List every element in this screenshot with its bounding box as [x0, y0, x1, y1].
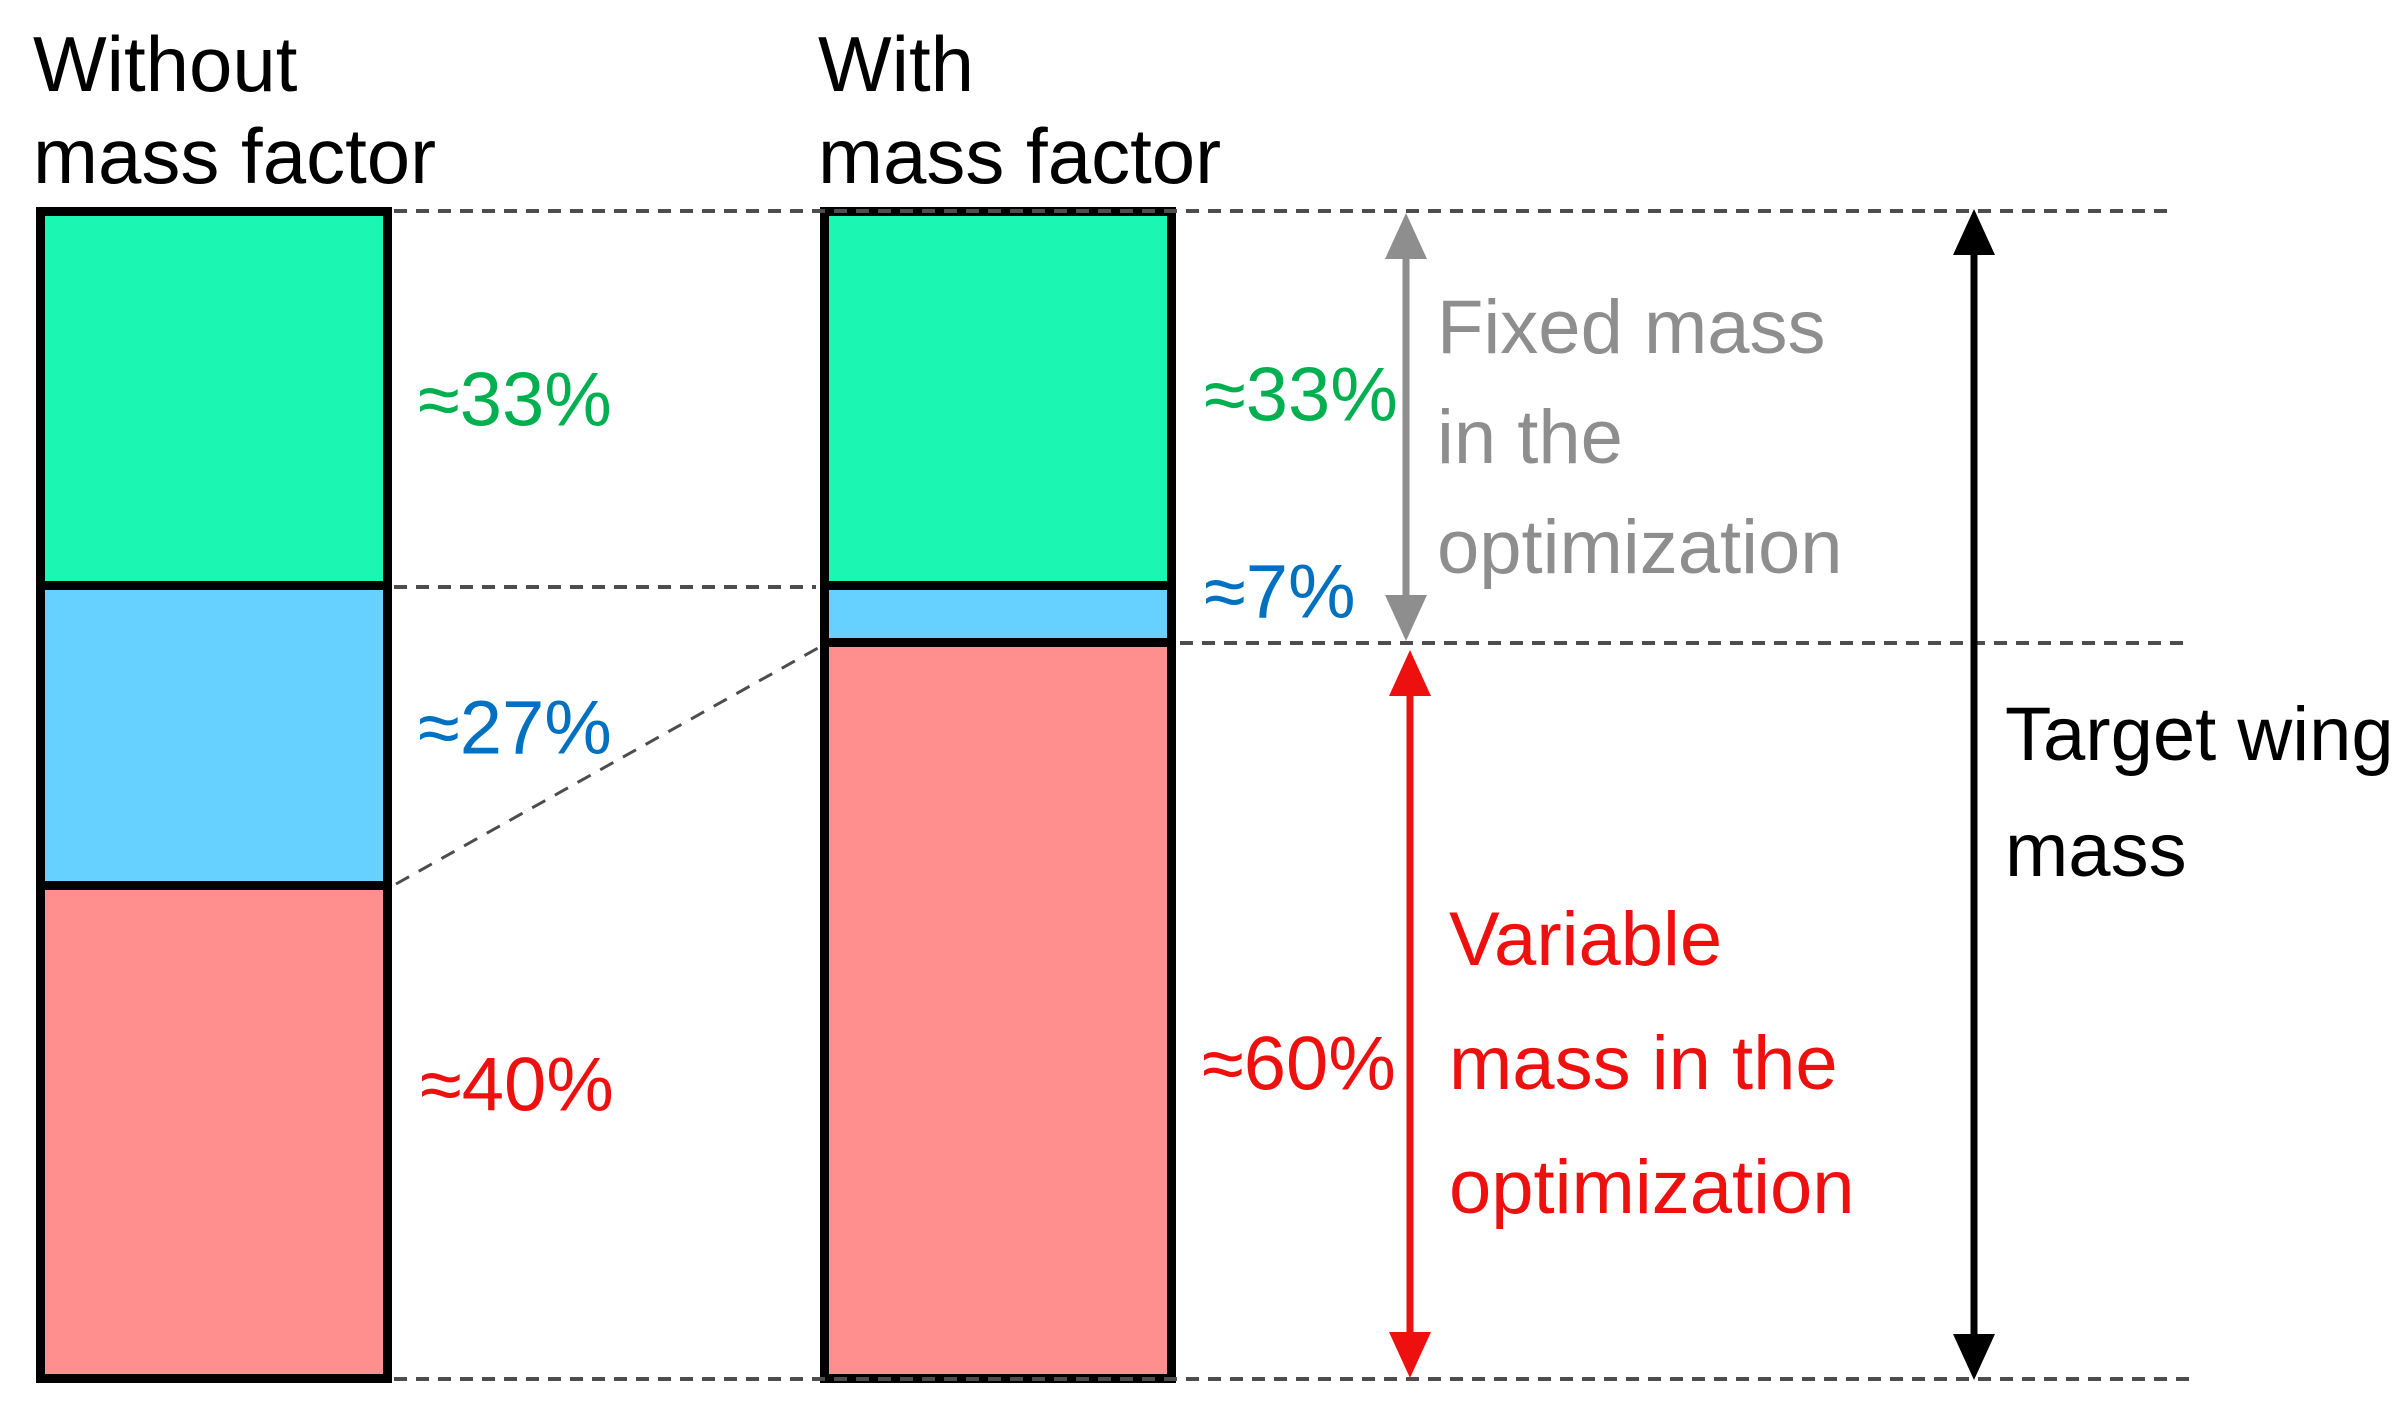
target-arrowhead-bottom — [1953, 1334, 1995, 1380]
variable-mass-arrow — [1389, 650, 1431, 1378]
right-bar-title-line2: mass factor — [818, 112, 1222, 200]
fixed-mass-annotation: Fixed mass in the optimization — [1437, 273, 1843, 603]
target-wing-mass-arrow — [1953, 209, 1995, 1380]
variable-mass-line3: optimization — [1449, 1145, 1855, 1230]
variable-mass-arrowhead-top — [1389, 650, 1431, 696]
right-bar-red-segment — [829, 647, 1167, 1374]
fixed-mass-arrowhead-top — [1385, 213, 1427, 259]
left-blue-percent-label: ≈27% — [418, 685, 612, 771]
left-bar-red-segment — [45, 890, 383, 1374]
fixed-mass-line3: optimization — [1437, 505, 1843, 590]
right-stacked-bar — [820, 207, 1176, 1383]
right-blue-percent-label: ≈7% — [1204, 549, 1356, 635]
right-green-percent-label: ≈33% — [1204, 352, 1398, 438]
target-arrowhead-top — [1953, 209, 1995, 255]
left-bar-title-line1: Without — [33, 20, 298, 108]
left-green-percent-label: ≈33% — [418, 357, 612, 443]
variable-mass-arrowhead-bottom — [1389, 1332, 1431, 1378]
right-bar-blue-segment — [829, 590, 1167, 638]
right-bar-title-line1: With — [818, 20, 974, 108]
target-wing-mass-line2: mass — [2005, 808, 2187, 893]
right-red-percent-label: ≈60% — [1202, 1021, 1396, 1107]
variable-mass-line2: mass in the — [1449, 1021, 1838, 1106]
target-wing-mass-annotation: Target wing mass — [2005, 677, 2394, 909]
left-stacked-bar — [36, 207, 392, 1383]
fixed-mass-arrowhead-bottom — [1385, 595, 1427, 641]
right-bar-title: With mass factor — [818, 18, 1221, 202]
left-bar-title: Without mass factor — [33, 18, 436, 202]
variable-mass-annotation: Variable mass in the optimization — [1449, 878, 1855, 1250]
left-red-percent-label: ≈40% — [420, 1042, 614, 1128]
left-bar-blue-segment — [45, 590, 383, 881]
right-bar-green-segment — [829, 216, 1167, 581]
left-bar-title-line2: mass factor — [33, 112, 437, 200]
variable-mass-line1: Variable — [1449, 897, 1723, 982]
fixed-mass-line1: Fixed mass — [1437, 285, 1826, 370]
target-wing-mass-line1: Target wing — [2005, 692, 2394, 777]
fixed-mass-line2: in the — [1437, 395, 1623, 480]
left-bar-green-segment — [45, 216, 383, 581]
